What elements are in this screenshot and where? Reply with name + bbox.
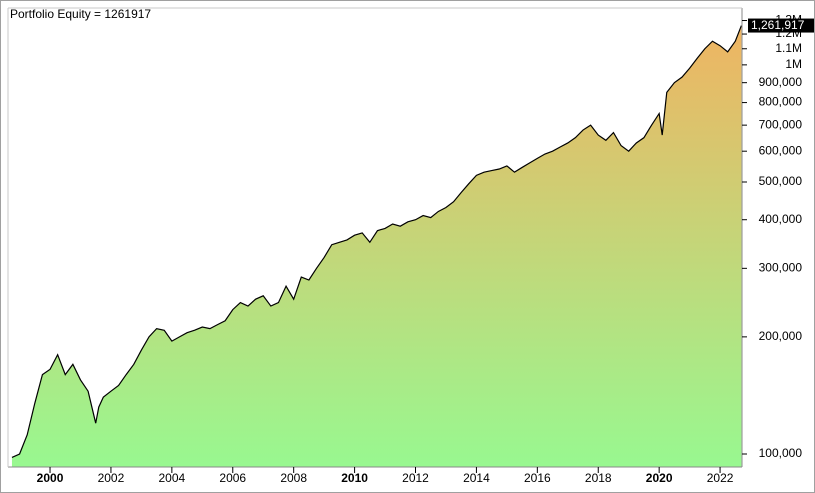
y-tick-label: 600,000	[759, 143, 803, 157]
x-tick-label: 2016	[524, 471, 551, 485]
last-value-label: 1,261,917	[751, 18, 805, 32]
y-tick-label: 1.1M	[775, 41, 802, 55]
y-tick-label: 400,000	[759, 212, 803, 226]
y-tick-label: 200,000	[759, 329, 803, 343]
x-tick-label: 2000	[37, 471, 64, 485]
chart-title: Portfolio Equity = 1261917	[10, 7, 151, 21]
x-tick-label: 2006	[219, 471, 246, 485]
x-tick-label: 2022	[707, 471, 734, 485]
x-tick-label: 2014	[463, 471, 490, 485]
last-value-box	[748, 18, 814, 33]
x-tick-label: 2018	[585, 471, 612, 485]
area	[11, 25, 742, 468]
y-tick-label: 900,000	[759, 75, 803, 89]
y-tick-label: 700,000	[759, 117, 803, 131]
y-tick-label: 1M	[785, 57, 802, 71]
x-tick-label: 2020	[646, 471, 673, 485]
x-tick-label: 2002	[98, 471, 125, 485]
line	[11, 25, 742, 458]
x-tick-label: 2010	[341, 471, 368, 485]
y-tick-label: 100,000	[759, 446, 803, 460]
x-tick-label: 2004	[159, 471, 186, 485]
y-tick-label: 300,000	[759, 261, 803, 275]
x-tick-label: 2012	[402, 471, 429, 485]
x-tick-label: 2008	[280, 471, 307, 485]
y-tick-label: 500,000	[759, 174, 803, 188]
y-tick-label: 800,000	[759, 95, 803, 109]
